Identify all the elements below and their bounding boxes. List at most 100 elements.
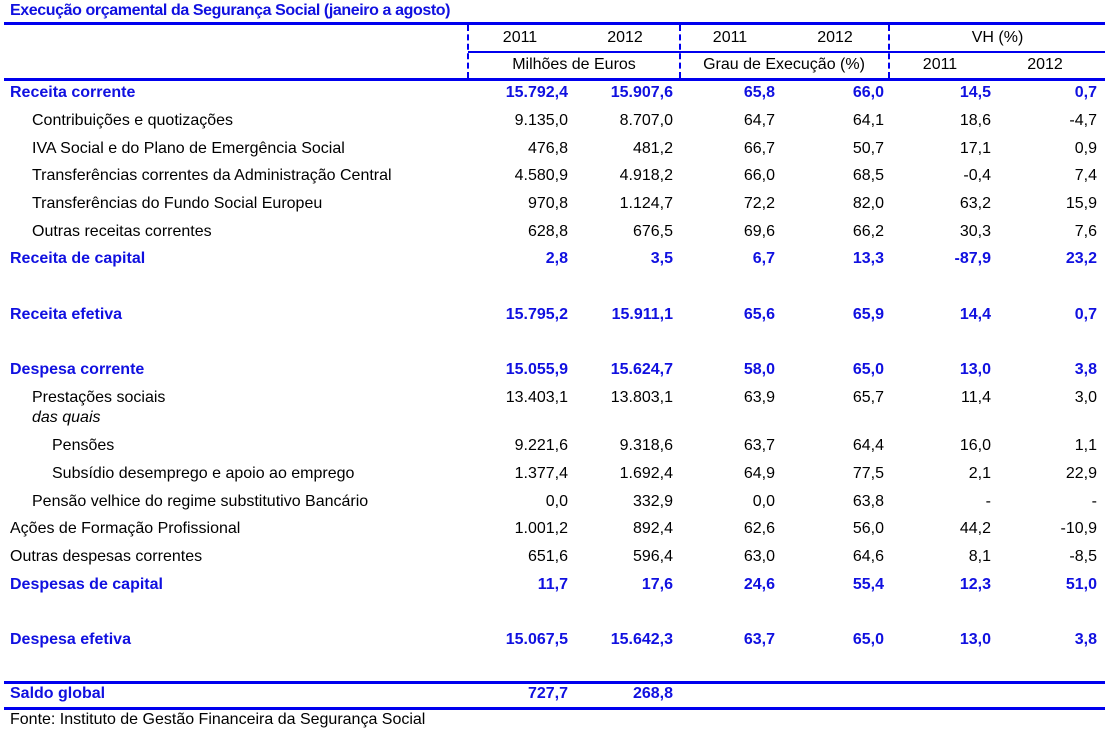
cell-value: 55,4 <box>852 576 884 593</box>
col-divider <box>679 25 681 78</box>
cell-value: 1.001,2 <box>514 520 568 537</box>
row-label: Receita corrente <box>10 84 136 101</box>
header-milhoes: Milhões de Euros <box>512 56 636 73</box>
cell-value: 651,6 <box>527 548 568 565</box>
cell-value: - <box>985 493 991 510</box>
cell-value: 3,0 <box>1074 389 1097 406</box>
cell-value: 12,3 <box>959 576 991 593</box>
table-row: Transferências do Fundo Social Europeu 97… <box>0 195 1113 219</box>
table-row: Ações de Formação Profissional 1.001,2 892… <box>0 520 1113 544</box>
cell-value: 65,0 <box>852 361 884 378</box>
source-note: Fonte: Instituto de Gestão Financeira da… <box>10 711 426 728</box>
table-row: Receita corrente 15.792,4 15.907,6 65,8 66,0… <box>0 84 1113 108</box>
table-row: Prestações sociais 13.403,1 13.803,1 63,9 65… <box>0 389 1113 413</box>
row-label: Ações de Formação Profissional <box>10 520 241 537</box>
table-row: Subsídio desemprego e apoio ao emprego 1.… <box>0 465 1113 489</box>
table-row: Pensões 9.221,6 9.318,6 63,7 64,4 16,0 1,1 <box>0 437 1113 461</box>
cell-value: 14,4 <box>959 306 991 323</box>
cell-value: 65,0 <box>852 631 884 648</box>
cell-value: 0,0 <box>545 493 568 510</box>
cell-value: 68,5 <box>852 167 884 184</box>
cell-value: 64,1 <box>852 112 884 129</box>
table-row: Receita de capital 2,8 3,5 6,7 13,3 -87,9 23,2 <box>0 250 1113 274</box>
cell-value: 0,9 <box>1074 140 1097 157</box>
header-year: 2012 <box>607 29 643 46</box>
cell-value: 15.792,4 <box>505 84 568 101</box>
cell-value: 2,1 <box>968 465 991 482</box>
cell-value: 15.795,2 <box>505 306 568 323</box>
saldo-top-rule <box>4 681 1105 684</box>
cell-value: 596,4 <box>632 548 673 565</box>
cell-value: 4.918,2 <box>619 167 673 184</box>
cell-value: 0,7 <box>1074 84 1097 101</box>
header-vh-year: 2012 <box>1027 56 1063 73</box>
header-vh: VH (%) <box>971 29 1024 46</box>
cell-value: 66,7 <box>743 140 775 157</box>
table-row: Saldo global 727,7 268,8 <box>0 685 1113 709</box>
cell-value: 13,3 <box>852 250 884 267</box>
cell-value: 72,2 <box>743 195 775 212</box>
cell-value: 481,2 <box>632 140 673 157</box>
cell-value: 65,9 <box>852 306 884 323</box>
cell-value: 65,6 <box>743 306 775 323</box>
cell-value: 727,7 <box>527 685 568 702</box>
cell-value: 1.692,4 <box>619 465 673 482</box>
row-label: Despesa efetiva <box>10 631 131 648</box>
saldo-bottom-rule <box>4 707 1105 710</box>
cell-value: 63,7 <box>743 437 775 454</box>
cell-value: 332,9 <box>632 493 673 510</box>
cell-value: 56,0 <box>852 520 884 537</box>
cell-value: 3,8 <box>1074 631 1097 648</box>
cell-value: 0,0 <box>752 493 775 510</box>
cell-value: 476,8 <box>527 140 568 157</box>
cell-value: 15.055,9 <box>505 361 568 378</box>
header-year: 2011 <box>712 29 748 46</box>
cell-value: 63,2 <box>959 195 991 212</box>
cell-value: 4.580,9 <box>514 167 568 184</box>
cell-value: 15.911,1 <box>611 306 673 323</box>
cell-value: 15.907,6 <box>610 84 673 101</box>
row-label: das quais <box>32 409 101 426</box>
row-label: Receita efetiva <box>10 306 123 323</box>
cell-value: 628,8 <box>527 223 568 240</box>
cell-value: 65,8 <box>743 84 775 101</box>
cell-value: -0,4 <box>963 167 991 184</box>
header-year: 2011 <box>502 29 538 46</box>
cell-value: 17,1 <box>959 140 991 157</box>
cell-value: 18,6 <box>959 112 991 129</box>
cell-value: 13,0 <box>959 361 991 378</box>
cell-value: 64,9 <box>743 465 775 482</box>
cell-value: 8,1 <box>968 548 991 565</box>
table-row: Outras despesas correntes 651,6 596,4 63,0 6… <box>0 548 1113 572</box>
cell-value: 77,5 <box>852 465 884 482</box>
cell-value: 9.318,6 <box>619 437 673 454</box>
cell-value: 268,8 <box>632 685 673 702</box>
row-label: Receita de capital <box>10 250 146 267</box>
cell-value: 7,4 <box>1074 167 1097 184</box>
cell-value: 3,8 <box>1074 361 1097 378</box>
cell-value: 15,9 <box>1065 195 1097 212</box>
cell-value: 6,7 <box>752 250 775 267</box>
cell-value: 63,0 <box>743 548 775 565</box>
cell-value: 23,2 <box>1065 250 1097 267</box>
row-label: Outras despesas correntes <box>10 548 203 565</box>
cell-value: 14,5 <box>959 84 991 101</box>
cell-value: 66,2 <box>852 223 884 240</box>
table-row: Despesas de capital 11,7 17,6 24,6 55,4 12,3 5… <box>0 576 1113 600</box>
cell-value: 13,0 <box>959 631 991 648</box>
cell-value: 11,7 <box>537 576 568 593</box>
cell-value: 63,8 <box>852 493 884 510</box>
row-label: Subsídio desemprego e apoio ao emprego <box>52 465 355 482</box>
table-row: Despesa corrente 15.055,9 15.624,7 58,0 65,0… <box>0 361 1113 385</box>
cell-value: 9.135,0 <box>514 112 568 129</box>
cell-value: 51,0 <box>1065 576 1097 593</box>
header-bottom-rule <box>4 78 1105 81</box>
table-row: IVA Social e do Plano de Emergência Soci… <box>0 140 1113 164</box>
cell-value: 58,0 <box>743 361 775 378</box>
cell-value: 64,4 <box>852 437 884 454</box>
header-vh-year: 2011 <box>922 56 958 73</box>
col-divider <box>888 25 890 78</box>
row-label: Pensões <box>52 437 115 454</box>
table-row: Outras receitas correntes 628,8 676,5 69,6 6… <box>0 223 1113 247</box>
cell-value: 22,9 <box>1065 465 1097 482</box>
